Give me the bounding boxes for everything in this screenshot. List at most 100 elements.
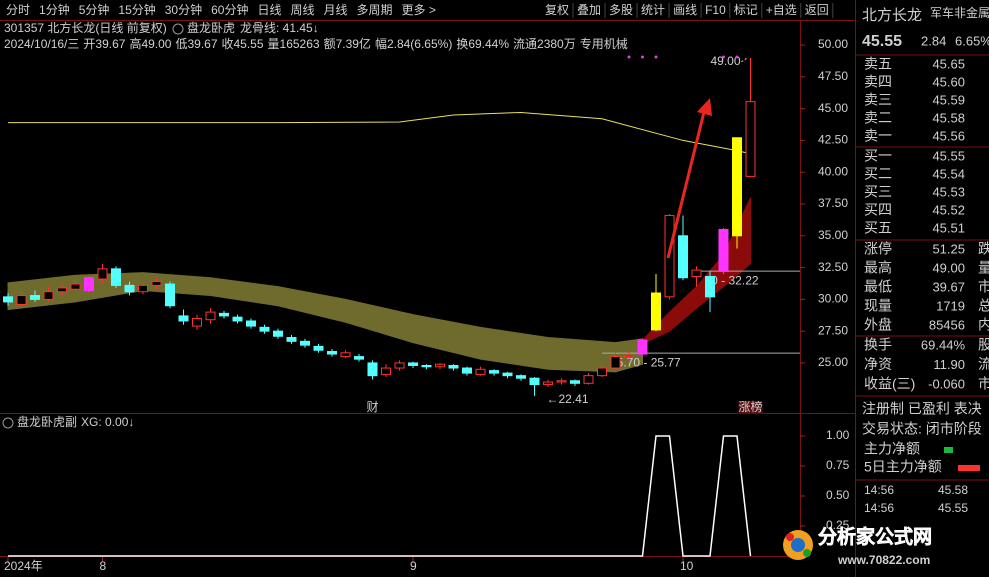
candle-body [408,362,418,366]
candle-body [205,311,216,321]
period-tab[interactable]: 15分钟 [118,2,155,17]
info-item: 开39.67 [83,37,125,51]
marker-label: 涨榜 [738,399,762,414]
tick-price: 45.55 [938,501,968,515]
book-price: 45.51 [932,220,965,235]
candle-body [367,362,378,377]
y-tick-label: 27.50 [818,323,848,337]
trend-band [7,272,643,373]
book-label: 现量 [864,298,892,314]
candle-body [84,277,94,291]
candle-body [556,380,567,383]
flow-label: 5日主力净额 [864,459,942,475]
stat-value: 69.44% [921,337,966,352]
candle-body [43,291,54,300]
y-tick-label: 37.50 [818,196,848,210]
book-price: 1719 [936,298,965,313]
price-pct: 6.65% [955,33,989,48]
candle-body [30,295,40,300]
period-tab[interactable]: 分时 [6,3,30,17]
tool-button[interactable]: 返回 [805,3,829,17]
candle-body [624,354,634,358]
info-item: 量165263 [268,37,320,51]
period-tab[interactable]: 更多 > [402,3,436,17]
period-tab[interactable]: 多周期 [357,3,393,17]
stat-extra: 市 [978,279,989,295]
tool-button[interactable]: 多股 [609,3,633,17]
period-tab[interactable]: 60分钟 [211,2,248,17]
candle-body [448,364,459,369]
stat-value: -0.060 [928,376,965,391]
candle-body [192,317,202,327]
signal-dot [654,55,658,59]
period-tab[interactable]: 周线 [290,3,314,17]
book-price: 45.58 [932,110,965,125]
period-tab[interactable]: 日线 [257,3,281,17]
info-item: 低39.67 [175,37,217,51]
stat-extra: 市 [978,376,989,392]
book-label: 卖五 [864,56,892,72]
indicator-icon [172,23,184,35]
candle-body [475,368,486,375]
book-price: 45.56 [932,128,965,143]
tick-price: 45.58 [938,483,968,497]
tool-button[interactable]: +自选 [766,3,797,17]
tool-button[interactable]: 复权 [545,3,569,17]
period-tab[interactable]: 月线 [324,3,348,17]
period-tab[interactable]: 30分钟 [165,2,202,17]
sub-y-tick-label: 1.00 [826,428,850,442]
book-price: 45.55 [932,148,965,163]
sub-y-tick-label: 0.50 [826,488,850,502]
watermark-url: www.70822.com [837,553,930,567]
period-tab[interactable]: 1分钟 [39,2,70,17]
candle-body [178,315,189,322]
sub-title: 盘龙卧虎副 [17,414,77,429]
info-item: 额7.39亿 [324,36,371,51]
candle-body [516,375,526,379]
candle-body [151,281,162,286]
level-label: 00 - 32.22 [705,273,759,287]
candle-body [462,367,472,374]
y-tick-label: 40.00 [818,164,848,178]
tool-button[interactable]: 标记 [734,3,758,17]
candle-body [421,364,432,368]
book-label: 最低 [864,279,892,295]
candle-body [705,275,715,298]
stat-extra: 流 [978,356,989,372]
period-tab[interactable]: 5分钟 [79,2,110,17]
book-price: 45.52 [932,202,965,217]
low-label: ←22.41 [547,392,589,406]
candle-body [165,283,175,307]
candle-body [246,320,256,327]
book-price: 85456 [929,317,965,332]
stat-label: 收益(三) [864,376,915,392]
candle-body [678,235,688,279]
tool-button[interactable]: F10 [705,3,726,17]
book-label: 卖一 [864,128,892,144]
info-item: 2024/10/16/三 [4,37,79,51]
candle-body [97,268,108,280]
tool-button[interactable]: 统计 [641,3,665,17]
watermark: 分析家公式网 www.70822.com [783,525,932,567]
candle-body [16,295,27,305]
info-item: 幅2.84(6.65%) [375,36,452,51]
indicator-name: 盘龙卧虎 [187,20,235,35]
y-tick-label: 30.00 [818,292,848,306]
candle-body [381,367,391,375]
tool-button[interactable]: 叠加 [577,3,601,17]
book-label: 涨停 [864,241,892,257]
logo-dot [786,533,794,541]
candle-body [435,363,445,368]
book-label: 卖二 [864,110,892,126]
tool-button[interactable]: 画线 [673,3,697,17]
info-item: 换69.44% [456,37,509,51]
stat-extra: 量 [978,260,989,276]
high-label: 49.00 [710,54,740,68]
candle-body [327,351,337,355]
stock-name: 北方长龙 [862,7,922,24]
stock-title: 301357 北方长龙(日线 前复权) [4,20,167,35]
note: 注册制 已盈利 表决 [862,401,982,417]
signal-dot [722,55,725,59]
tick-time: 14:56 [864,483,894,497]
